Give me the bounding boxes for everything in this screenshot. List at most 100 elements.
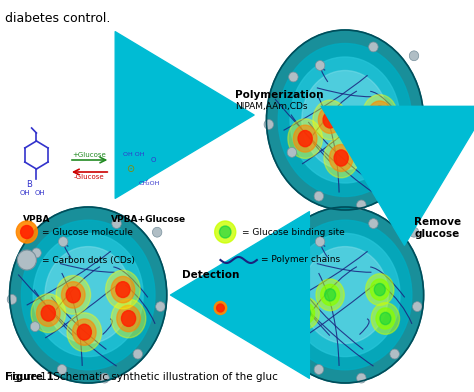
Ellipse shape <box>296 303 315 324</box>
Ellipse shape <box>30 322 40 332</box>
Ellipse shape <box>289 248 298 258</box>
Ellipse shape <box>290 57 400 183</box>
Ellipse shape <box>155 302 165 312</box>
Ellipse shape <box>133 349 143 359</box>
Ellipse shape <box>266 207 424 383</box>
Ellipse shape <box>116 282 130 298</box>
Ellipse shape <box>217 304 224 312</box>
Ellipse shape <box>412 127 422 137</box>
Ellipse shape <box>287 147 297 157</box>
Ellipse shape <box>31 294 65 332</box>
Ellipse shape <box>409 51 419 61</box>
Ellipse shape <box>319 106 342 133</box>
Text: NIPAM,AAm,CDs: NIPAM,AAm,CDs <box>235 102 307 111</box>
Text: OH: OH <box>35 190 46 196</box>
Text: = Carbon dots (CDs): = Carbon dots (CDs) <box>42 256 135 265</box>
Ellipse shape <box>324 138 358 178</box>
Ellipse shape <box>106 270 140 309</box>
Ellipse shape <box>325 289 336 301</box>
Ellipse shape <box>58 237 68 247</box>
Ellipse shape <box>302 247 388 343</box>
Text: Remove
glucose: Remove glucose <box>414 217 461 239</box>
Ellipse shape <box>214 301 227 314</box>
Ellipse shape <box>62 282 85 308</box>
Ellipse shape <box>368 101 392 128</box>
Text: VPBA: VPBA <box>23 215 50 224</box>
Ellipse shape <box>278 220 412 370</box>
Ellipse shape <box>300 307 310 319</box>
Ellipse shape <box>314 191 324 201</box>
Ellipse shape <box>264 120 273 129</box>
Ellipse shape <box>215 221 236 243</box>
Ellipse shape <box>409 227 419 237</box>
Ellipse shape <box>9 207 167 383</box>
Text: diabetes control.: diabetes control. <box>5 12 110 25</box>
Text: ⊙: ⊙ <box>126 164 135 174</box>
Text: = Polymer chains: = Polymer chains <box>261 256 340 265</box>
Ellipse shape <box>334 150 348 166</box>
Text: -Glucose: -Glucose <box>74 174 104 180</box>
Ellipse shape <box>67 313 101 352</box>
Ellipse shape <box>363 94 397 134</box>
Ellipse shape <box>321 284 339 305</box>
Ellipse shape <box>374 283 385 296</box>
Ellipse shape <box>374 131 397 158</box>
Ellipse shape <box>111 276 135 303</box>
Ellipse shape <box>371 303 400 334</box>
Text: O: O <box>151 157 156 163</box>
Text: B: B <box>26 180 32 189</box>
Text: Figure 1: Figure 1 <box>5 372 54 382</box>
Ellipse shape <box>323 112 337 128</box>
Ellipse shape <box>370 279 389 300</box>
Ellipse shape <box>302 71 388 169</box>
Ellipse shape <box>56 276 91 314</box>
Text: = Glucose binding site: = Glucose binding site <box>242 227 344 236</box>
Ellipse shape <box>100 373 109 383</box>
Ellipse shape <box>20 225 33 238</box>
Ellipse shape <box>390 349 400 359</box>
Ellipse shape <box>153 227 162 237</box>
Ellipse shape <box>314 365 324 374</box>
Ellipse shape <box>264 294 273 304</box>
Ellipse shape <box>290 233 400 357</box>
Ellipse shape <box>315 60 325 71</box>
Ellipse shape <box>368 124 403 164</box>
Ellipse shape <box>266 30 424 210</box>
Ellipse shape <box>298 131 312 147</box>
Ellipse shape <box>369 42 378 52</box>
Ellipse shape <box>356 373 366 383</box>
Ellipse shape <box>17 250 36 270</box>
Ellipse shape <box>412 302 422 312</box>
Ellipse shape <box>378 136 392 152</box>
Ellipse shape <box>365 274 394 305</box>
Ellipse shape <box>315 237 325 247</box>
Ellipse shape <box>66 287 81 303</box>
Ellipse shape <box>33 233 143 357</box>
Ellipse shape <box>73 319 96 345</box>
Ellipse shape <box>117 305 140 332</box>
Ellipse shape <box>57 365 67 374</box>
Ellipse shape <box>121 310 136 327</box>
Ellipse shape <box>77 324 91 340</box>
Text: +Glucose: +Glucose <box>72 152 106 158</box>
Text: = Glucose molecule: = Glucose molecule <box>42 227 133 236</box>
Ellipse shape <box>390 176 400 185</box>
Text: Figure 1  Schematic synthetic illustration of the gluc: Figure 1 Schematic synthetic illustratio… <box>5 372 278 382</box>
Ellipse shape <box>287 322 297 332</box>
Ellipse shape <box>356 200 366 210</box>
Ellipse shape <box>288 119 322 158</box>
Ellipse shape <box>316 279 344 311</box>
Ellipse shape <box>380 312 391 325</box>
Ellipse shape <box>7 294 17 304</box>
Ellipse shape <box>219 226 231 238</box>
Ellipse shape <box>376 308 395 329</box>
Ellipse shape <box>293 125 317 152</box>
Text: Detection: Detection <box>182 270 239 280</box>
Ellipse shape <box>21 220 155 370</box>
Ellipse shape <box>41 305 55 321</box>
Ellipse shape <box>16 221 37 243</box>
Ellipse shape <box>313 100 347 140</box>
Ellipse shape <box>32 248 41 258</box>
Text: OH OH: OH OH <box>123 152 144 157</box>
Ellipse shape <box>291 298 319 329</box>
